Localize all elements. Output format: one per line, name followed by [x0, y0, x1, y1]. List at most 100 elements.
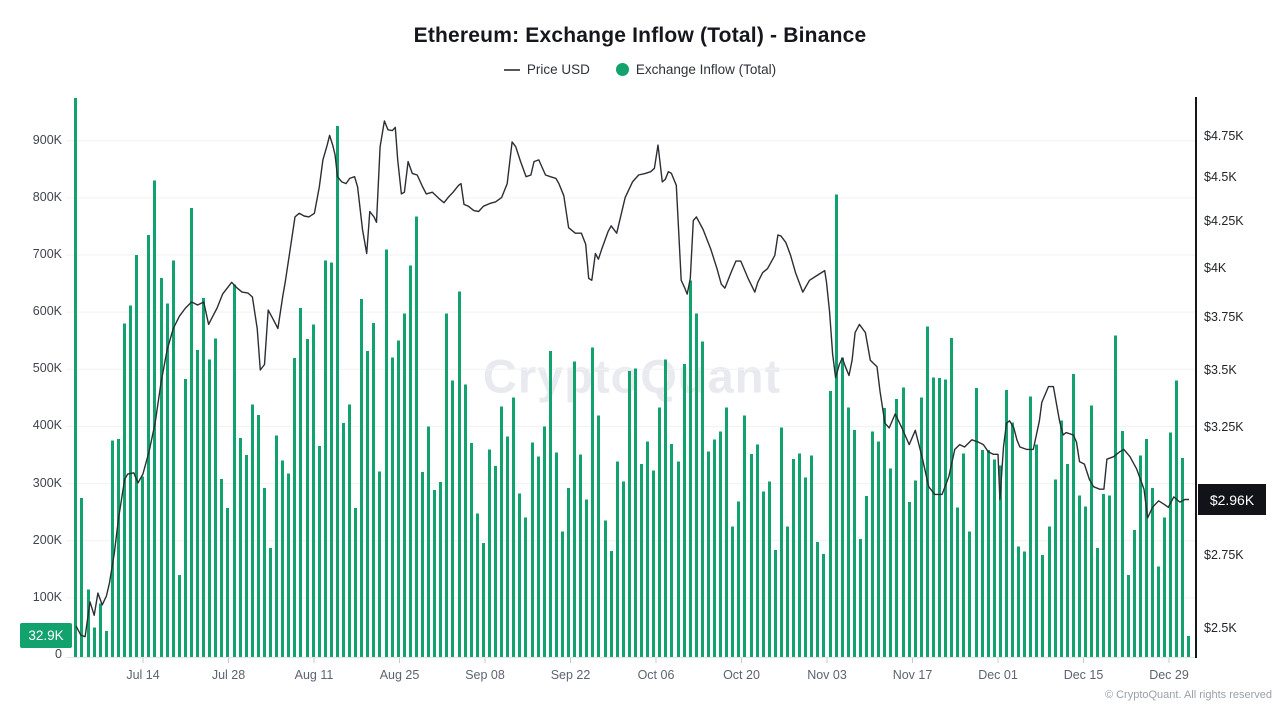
- inflow-bar: [610, 551, 614, 657]
- inflow-bar: [616, 461, 620, 657]
- inflow-bar: [1139, 455, 1143, 657]
- inflow-bar: [196, 349, 200, 657]
- inflow-bar: [439, 481, 443, 657]
- inflow-bar: [835, 194, 839, 657]
- inflow-bar: [1169, 432, 1173, 657]
- inflow-bar: [829, 391, 833, 657]
- inflow-bar: [1145, 439, 1149, 657]
- inflow-bar: [421, 472, 425, 657]
- inflow-bar: [810, 455, 814, 657]
- inflow-bar: [1090, 405, 1094, 657]
- inflow-bar: [713, 439, 717, 657]
- inflow-bar: [348, 404, 352, 657]
- inflow-bar: [804, 477, 808, 657]
- inflow-bar: [798, 453, 802, 657]
- inflow-bar: [567, 488, 571, 657]
- inflow-bar: [172, 260, 176, 657]
- x-axis-tick-label: Oct 06: [637, 668, 675, 682]
- inflow-bar: [573, 361, 577, 657]
- inflow-bar: [914, 480, 918, 657]
- inflow-bar: [634, 368, 638, 657]
- inflow-bar: [750, 453, 754, 657]
- inflow-bar: [409, 265, 413, 657]
- copyright-text: © CryptoQuant. All rights reserved: [1104, 689, 1272, 701]
- inflow-bar: [1060, 420, 1064, 657]
- inflow-bar: [968, 531, 972, 657]
- inflow-bar: [208, 359, 212, 657]
- inflow-bar: [275, 435, 279, 657]
- inflow-bar: [190, 208, 194, 657]
- chart-title: Ethereum: Exchange Inflow (Total) - Bina…: [413, 24, 867, 47]
- inflow-bar: [239, 437, 243, 657]
- inflow-bar: [1096, 548, 1100, 657]
- inflow-bar: [1011, 422, 1015, 657]
- inflow-bar: [464, 384, 468, 657]
- inflow-bar: [628, 371, 632, 657]
- inflow-bar: [543, 426, 547, 657]
- inflow-bar: [512, 397, 516, 657]
- inflow-bar: [202, 297, 206, 657]
- x-axis-tick-label: Jul 14: [126, 668, 160, 682]
- inflow-bar: [604, 520, 608, 657]
- inflow-bar: [226, 508, 230, 657]
- inflow-bar: [786, 526, 790, 657]
- x-axis-tick-label: Dec 15: [1063, 668, 1104, 682]
- legend-item-price[interactable]: Price USD: [503, 62, 590, 77]
- left-axis-tick-label: 500K: [32, 361, 62, 376]
- inflow-bar: [591, 347, 595, 657]
- inflow-bar: [1121, 431, 1125, 657]
- inflow-bar: [1005, 389, 1009, 657]
- inflow-bar: [470, 443, 474, 657]
- x-axis-tick-label: Aug 25: [379, 668, 420, 682]
- inflow-bar: [695, 313, 699, 657]
- inflow-bar: [87, 589, 91, 657]
- legend: Price USD Exchange Inflow (Total): [0, 62, 1280, 77]
- inflow-bar: [324, 260, 328, 657]
- x-axis-tick-label: Sep 22: [550, 668, 591, 682]
- inflow-bar: [391, 357, 395, 657]
- legend-price-label: Price USD: [526, 62, 590, 77]
- inflow-bar: [1048, 526, 1052, 657]
- right-axis-tick-label: $2.75K: [1204, 547, 1244, 562]
- x-axis-tick-label: Nov 17: [892, 668, 933, 682]
- inflow-bar: [932, 377, 936, 657]
- inflow-bar: [111, 440, 115, 657]
- inflow-bar: [397, 340, 401, 657]
- inflow-bar: [1017, 546, 1021, 657]
- x-axis-tick-label: Nov 03: [807, 668, 847, 682]
- inflow-bar: [895, 399, 899, 657]
- inflow-bar: [494, 465, 498, 657]
- inflow-dot-icon: [615, 63, 629, 76]
- inflow-bar: [135, 255, 139, 657]
- inflow-bar: [257, 415, 261, 657]
- inflow-bar: [129, 305, 133, 657]
- inflow-bar: [902, 387, 906, 657]
- inflow-bar: [482, 543, 486, 657]
- inflow-bar: [445, 313, 449, 657]
- inflow-bar: [756, 444, 760, 657]
- inflow-bar: [865, 496, 869, 657]
- inflow-bar: [1102, 493, 1106, 657]
- inflow-bar: [385, 249, 389, 658]
- inflow-bar: [549, 351, 553, 657]
- inflow-bar: [920, 397, 924, 657]
- right-axis-tick-label: $3.75K: [1204, 310, 1244, 325]
- left-axis-tick-label: 600K: [32, 304, 62, 319]
- inflow-bar: [74, 97, 78, 657]
- inflow-bar: [1181, 457, 1185, 657]
- inflow-bar: [1029, 396, 1033, 657]
- inflow-bar: [1035, 444, 1039, 657]
- right-axis-tick-label: $2.5K: [1204, 621, 1237, 635]
- inflow-bar: [731, 526, 735, 657]
- inflow-bar: [1187, 636, 1191, 657]
- legend-inflow-label: Exchange Inflow (Total): [635, 62, 777, 77]
- inflow-bar: [847, 407, 851, 657]
- inflow-bar: [306, 339, 310, 657]
- inflow-bar: [725, 407, 729, 657]
- inflow-bar: [1175, 380, 1179, 657]
- legend-item-inflow[interactable]: Exchange Inflow (Total): [615, 62, 777, 77]
- inflow-bar: [1066, 464, 1070, 657]
- inflow-bar: [312, 324, 316, 657]
